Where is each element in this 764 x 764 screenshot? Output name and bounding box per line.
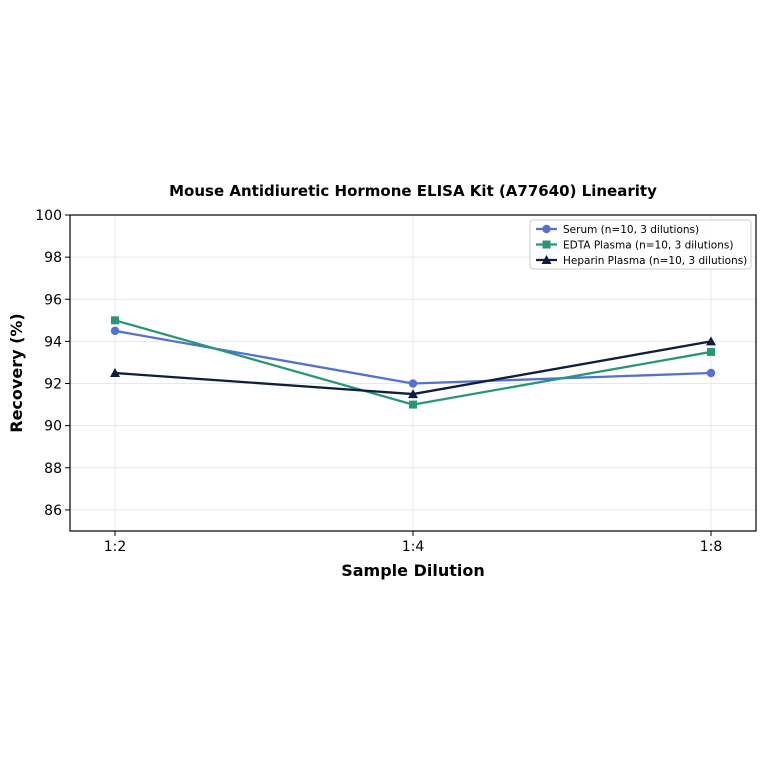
y-axis-label: Recovery (%)	[7, 313, 26, 432]
legend-label: Heparin Plasma (n=10, 3 dilutions)	[563, 255, 747, 267]
data-point	[408, 389, 418, 399]
legend-marker	[541, 255, 552, 264]
data-point	[706, 336, 716, 346]
legend-item: Serum (n=10, 3 dilutions)	[536, 224, 699, 236]
y-tick-label: 98	[44, 250, 62, 266]
y-tick-label: 94	[44, 334, 62, 350]
y-tick-label: 90	[44, 419, 62, 435]
series-2	[111, 316, 715, 409]
data-point	[707, 347, 715, 356]
y-tick-label: 88	[44, 461, 62, 477]
y-tick-label: 92	[44, 377, 62, 393]
legend-marker	[542, 224, 551, 234]
x-tick-label: 1:8	[700, 539, 723, 555]
y-tick-label: 86	[44, 503, 62, 519]
data-point	[110, 368, 120, 377]
x-tick-label: 1:2	[104, 539, 127, 555]
x-tick-label: 1:4	[402, 539, 425, 555]
data-point	[409, 400, 417, 409]
legend-label: EDTA Plasma (n=10, 3 dilutions)	[563, 240, 733, 252]
chart-title: Mouse Antidiuretic Hormone ELISA Kit (A7…	[169, 182, 657, 200]
series-layer	[110, 316, 716, 409]
y-tick-label: 96	[44, 292, 62, 308]
data-point	[408, 379, 418, 388]
data-point	[111, 316, 119, 325]
y-axis: 86 88 90 92 94 96 98 100	[35, 208, 70, 519]
y-tick-label: 100	[35, 208, 62, 224]
x-axis: 1:2 1:4 1:8	[104, 531, 723, 555]
data-point	[110, 326, 120, 336]
legend: Serum (n=10, 3 dilutions) EDTA Plasma (n=…	[529, 219, 752, 270]
legend-item: EDTA Plasma (n=10, 3 dilutions)	[536, 240, 733, 252]
legend-label: Serum (n=10, 3 dilutions)	[563, 224, 699, 236]
x-axis-label: Sample Dilution	[341, 561, 485, 580]
legend-marker	[542, 240, 551, 249]
legend-item: Heparin Plasma (n=10, 3 dilutions)	[536, 255, 747, 267]
series-3	[110, 336, 716, 399]
data-point	[706, 368, 716, 378]
legend-box	[529, 219, 752, 270]
